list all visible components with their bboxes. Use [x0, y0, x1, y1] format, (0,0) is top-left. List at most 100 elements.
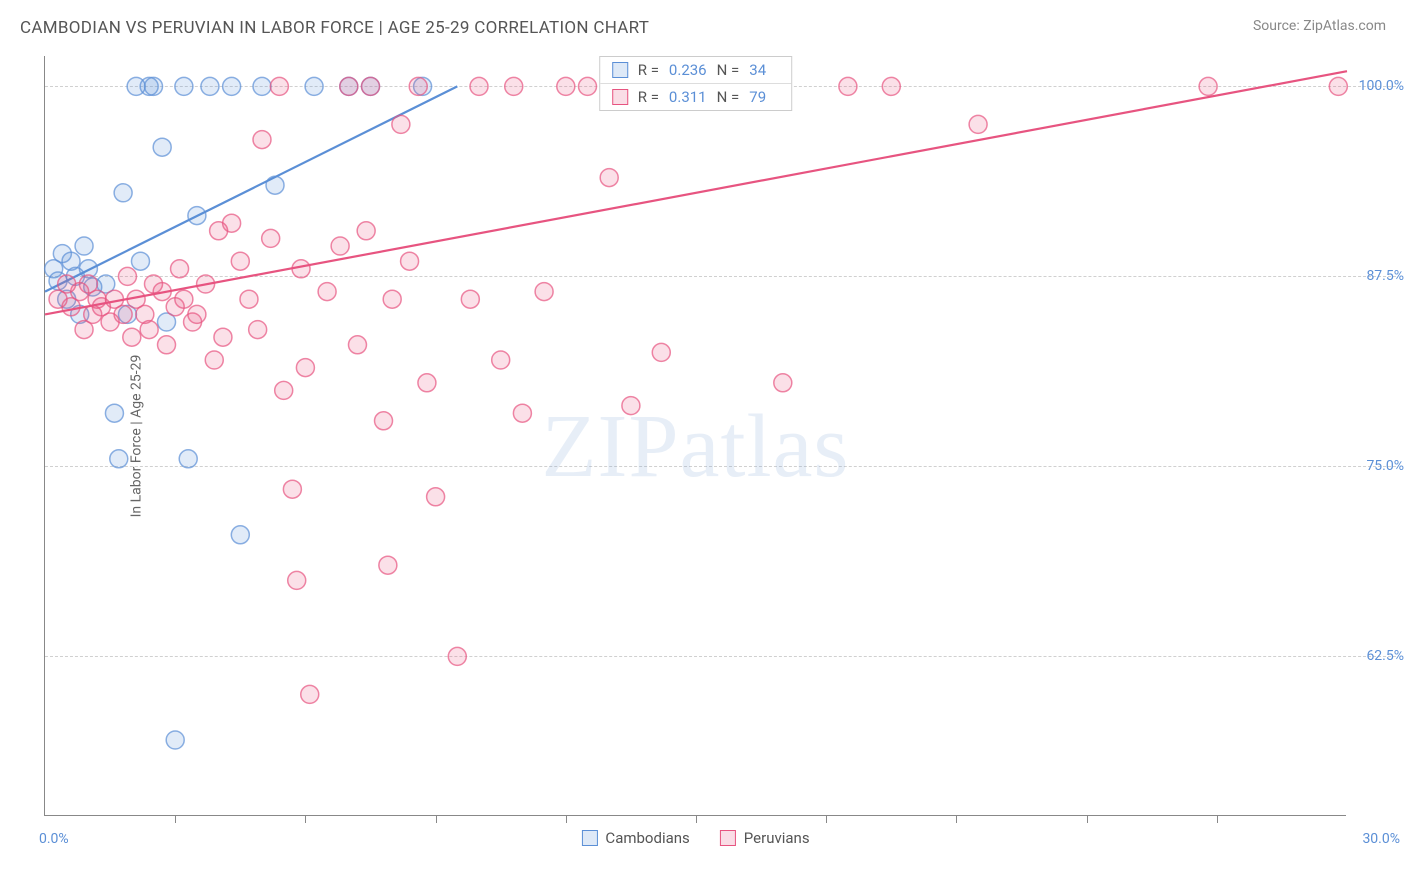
data-point — [427, 488, 445, 506]
data-point — [383, 290, 401, 308]
data-point — [288, 571, 306, 589]
data-point — [75, 237, 93, 255]
x-tick — [305, 815, 306, 823]
source-attribution: Source: ZipAtlas.com — [1253, 18, 1386, 34]
x-axis-max-label: 30.0% — [1362, 831, 1400, 847]
data-point — [175, 77, 193, 95]
data-point — [622, 397, 640, 415]
data-point — [492, 351, 510, 369]
data-point — [175, 290, 193, 308]
data-point — [600, 169, 618, 187]
data-point — [283, 480, 301, 498]
stat-r-value: 0.236 — [669, 61, 707, 79]
data-point — [505, 77, 523, 95]
x-tick — [436, 815, 437, 823]
data-point — [153, 283, 171, 301]
stats-row: R = 0.236 N = 34 — [600, 57, 792, 84]
legend-label: Peruvians — [744, 829, 810, 847]
x-tick — [1087, 815, 1088, 823]
stat-r-value: 0.311 — [669, 88, 707, 106]
stat-r-label: R = — [638, 88, 659, 106]
data-point — [301, 685, 319, 703]
data-point — [166, 731, 184, 749]
data-point — [375, 412, 393, 430]
data-point — [392, 115, 410, 133]
legend-swatch — [581, 830, 597, 846]
plot-area: In Labor Force | Age 25-29 62.5%75.0%87.… — [44, 56, 1346, 816]
data-point — [110, 450, 128, 468]
data-point — [401, 252, 419, 270]
data-point — [318, 283, 336, 301]
stat-n-label: N = — [717, 88, 740, 106]
data-point — [579, 77, 597, 95]
x-tick — [566, 815, 567, 823]
stat-n-value: 34 — [749, 61, 779, 79]
data-point — [231, 526, 249, 544]
data-point — [153, 138, 171, 156]
data-point — [197, 275, 215, 293]
data-point — [253, 77, 271, 95]
data-point — [331, 237, 349, 255]
data-point — [882, 77, 900, 95]
data-point — [188, 207, 206, 225]
data-point — [105, 404, 123, 422]
data-point — [158, 336, 176, 354]
y-tick-label: 75.0% — [1366, 458, 1404, 474]
data-point — [188, 305, 206, 323]
data-point — [214, 328, 232, 346]
stat-r-label: R = — [638, 61, 659, 79]
data-point — [513, 404, 531, 422]
data-point — [774, 374, 792, 392]
data-point — [249, 321, 267, 339]
data-point — [357, 222, 375, 240]
data-point — [969, 115, 987, 133]
x-tick — [826, 815, 827, 823]
data-point — [275, 381, 293, 399]
y-tick-label: 100.0% — [1359, 78, 1404, 94]
legend-item: Cambodians — [581, 829, 689, 847]
chart-container: CAMBODIAN VS PERUVIAN IN LABOR FORCE | A… — [0, 0, 1406, 892]
data-point — [114, 184, 132, 202]
data-point — [362, 77, 380, 95]
legend-item: Peruvians — [720, 829, 810, 847]
data-point — [231, 252, 249, 270]
data-point — [292, 260, 310, 278]
data-point — [140, 321, 158, 339]
stat-n-label: N = — [717, 61, 740, 79]
legend-swatch — [612, 89, 628, 105]
data-point — [461, 290, 479, 308]
data-point — [223, 214, 241, 232]
legend-label: Cambodians — [605, 829, 689, 847]
data-point — [179, 450, 197, 468]
y-tick-label: 62.5% — [1366, 648, 1404, 664]
stats-row: R =0.311N =79 — [600, 84, 792, 110]
x-tick — [696, 815, 697, 823]
correlation-stats-legend: R =0.236N =34R =0.311N =79 — [599, 56, 793, 111]
data-point — [348, 336, 366, 354]
data-point — [305, 77, 323, 95]
data-point — [118, 267, 136, 285]
data-point — [131, 252, 149, 270]
data-point — [223, 77, 241, 95]
chart-title: CAMBODIAN VS PERUVIAN IN LABOR FORCE | A… — [20, 18, 649, 38]
x-axis-min-label: 0.0% — [39, 831, 69, 847]
scatter-plot-svg — [45, 56, 1346, 815]
data-point — [114, 305, 132, 323]
data-point — [253, 131, 271, 149]
data-point — [201, 77, 219, 95]
data-point — [340, 77, 358, 95]
x-tick — [1217, 815, 1218, 823]
x-tick — [956, 815, 957, 823]
data-point — [379, 556, 397, 574]
data-point — [839, 77, 857, 95]
data-point — [418, 374, 436, 392]
data-point — [448, 647, 466, 665]
data-point — [266, 176, 284, 194]
x-tick — [175, 815, 176, 823]
legend-swatch — [612, 62, 628, 78]
series-legend: Cambodians Peruvians — [581, 829, 809, 847]
data-point — [270, 77, 288, 95]
data-point — [240, 290, 258, 308]
data-point — [1329, 77, 1347, 95]
data-point — [123, 328, 141, 346]
